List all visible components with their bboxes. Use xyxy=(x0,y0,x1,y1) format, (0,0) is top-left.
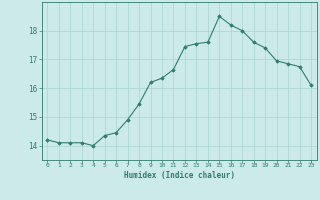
X-axis label: Humidex (Indice chaleur): Humidex (Indice chaleur) xyxy=(124,171,235,180)
